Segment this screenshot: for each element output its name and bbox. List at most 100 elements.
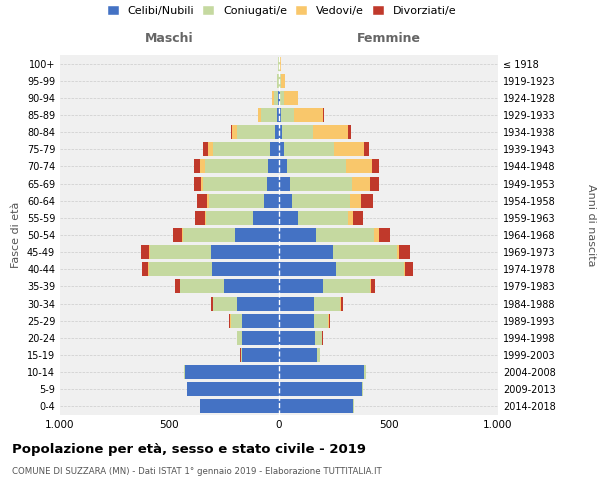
- Bar: [284, 142, 334, 156]
- Bar: [175, 280, 180, 293]
- Bar: [314, 314, 328, 328]
- Bar: [279, 194, 292, 207]
- Text: Anni di nascita: Anni di nascita: [586, 184, 596, 266]
- Bar: [140, 245, 149, 259]
- Bar: [238, 331, 242, 345]
- Bar: [279, 382, 362, 396]
- Bar: [279, 108, 281, 122]
- Bar: [208, 142, 214, 156]
- Bar: [279, 365, 364, 379]
- Bar: [372, 160, 379, 173]
- Bar: [323, 280, 370, 293]
- Bar: [298, 211, 348, 225]
- Bar: [397, 245, 400, 259]
- Bar: [280, 74, 281, 88]
- Bar: [275, 125, 279, 139]
- Bar: [353, 211, 364, 225]
- Bar: [350, 194, 361, 207]
- Bar: [279, 91, 280, 105]
- Bar: [231, 125, 232, 139]
- Bar: [203, 176, 267, 190]
- Bar: [370, 176, 379, 190]
- Bar: [361, 194, 373, 207]
- Bar: [313, 125, 348, 139]
- Bar: [150, 245, 211, 259]
- Bar: [279, 348, 317, 362]
- Bar: [341, 296, 343, 310]
- Bar: [404, 262, 405, 276]
- Bar: [184, 365, 185, 379]
- Bar: [270, 142, 279, 156]
- Bar: [214, 296, 238, 310]
- Bar: [315, 331, 322, 345]
- Bar: [279, 228, 316, 242]
- Bar: [229, 314, 230, 328]
- Bar: [149, 262, 212, 276]
- Bar: [262, 108, 277, 122]
- Bar: [272, 91, 274, 105]
- Bar: [346, 160, 372, 173]
- Bar: [277, 108, 279, 122]
- Bar: [284, 91, 298, 105]
- Bar: [267, 176, 279, 190]
- Bar: [277, 74, 278, 88]
- Bar: [201, 176, 203, 190]
- Bar: [238, 296, 279, 310]
- Bar: [292, 194, 350, 207]
- Bar: [287, 160, 346, 173]
- Text: Femmine: Femmine: [356, 32, 421, 44]
- Bar: [203, 142, 208, 156]
- Bar: [173, 228, 182, 242]
- Bar: [280, 56, 281, 70]
- Bar: [209, 194, 263, 207]
- Bar: [290, 176, 352, 190]
- Bar: [182, 228, 235, 242]
- Bar: [278, 91, 279, 105]
- Bar: [317, 348, 320, 362]
- Bar: [214, 142, 270, 156]
- Bar: [334, 142, 364, 156]
- Bar: [279, 314, 314, 328]
- Bar: [279, 160, 287, 173]
- Bar: [348, 125, 351, 139]
- Bar: [332, 245, 397, 259]
- Bar: [329, 314, 330, 328]
- Bar: [238, 125, 275, 139]
- Y-axis label: Fasce di età: Fasce di età: [11, 202, 21, 268]
- Bar: [242, 314, 279, 328]
- Bar: [205, 160, 268, 173]
- Bar: [235, 228, 279, 242]
- Bar: [323, 108, 324, 122]
- Bar: [279, 280, 323, 293]
- Bar: [207, 194, 209, 207]
- Bar: [280, 91, 284, 105]
- Bar: [374, 228, 379, 242]
- Bar: [242, 348, 279, 362]
- Bar: [274, 91, 278, 105]
- Bar: [295, 108, 323, 122]
- Bar: [253, 211, 279, 225]
- Bar: [242, 331, 279, 345]
- Legend: Celibi/Nubili, Coniugati/e, Vedovi/e, Divorziati/e: Celibi/Nubili, Coniugati/e, Vedovi/e, Di…: [107, 6, 457, 16]
- Bar: [224, 280, 279, 293]
- Bar: [400, 245, 410, 259]
- Bar: [142, 262, 148, 276]
- Bar: [211, 296, 213, 310]
- Bar: [241, 348, 242, 362]
- Bar: [336, 262, 404, 276]
- Bar: [282, 125, 313, 139]
- Bar: [371, 280, 376, 293]
- Bar: [281, 108, 295, 122]
- Bar: [279, 176, 290, 190]
- Bar: [279, 142, 284, 156]
- Bar: [364, 142, 369, 156]
- Bar: [258, 108, 262, 122]
- Bar: [194, 160, 200, 173]
- Text: Maschi: Maschi: [145, 32, 194, 44]
- Bar: [348, 211, 353, 225]
- Bar: [231, 314, 242, 328]
- Bar: [212, 262, 279, 276]
- Bar: [279, 211, 298, 225]
- Bar: [279, 400, 353, 413]
- Bar: [200, 400, 279, 413]
